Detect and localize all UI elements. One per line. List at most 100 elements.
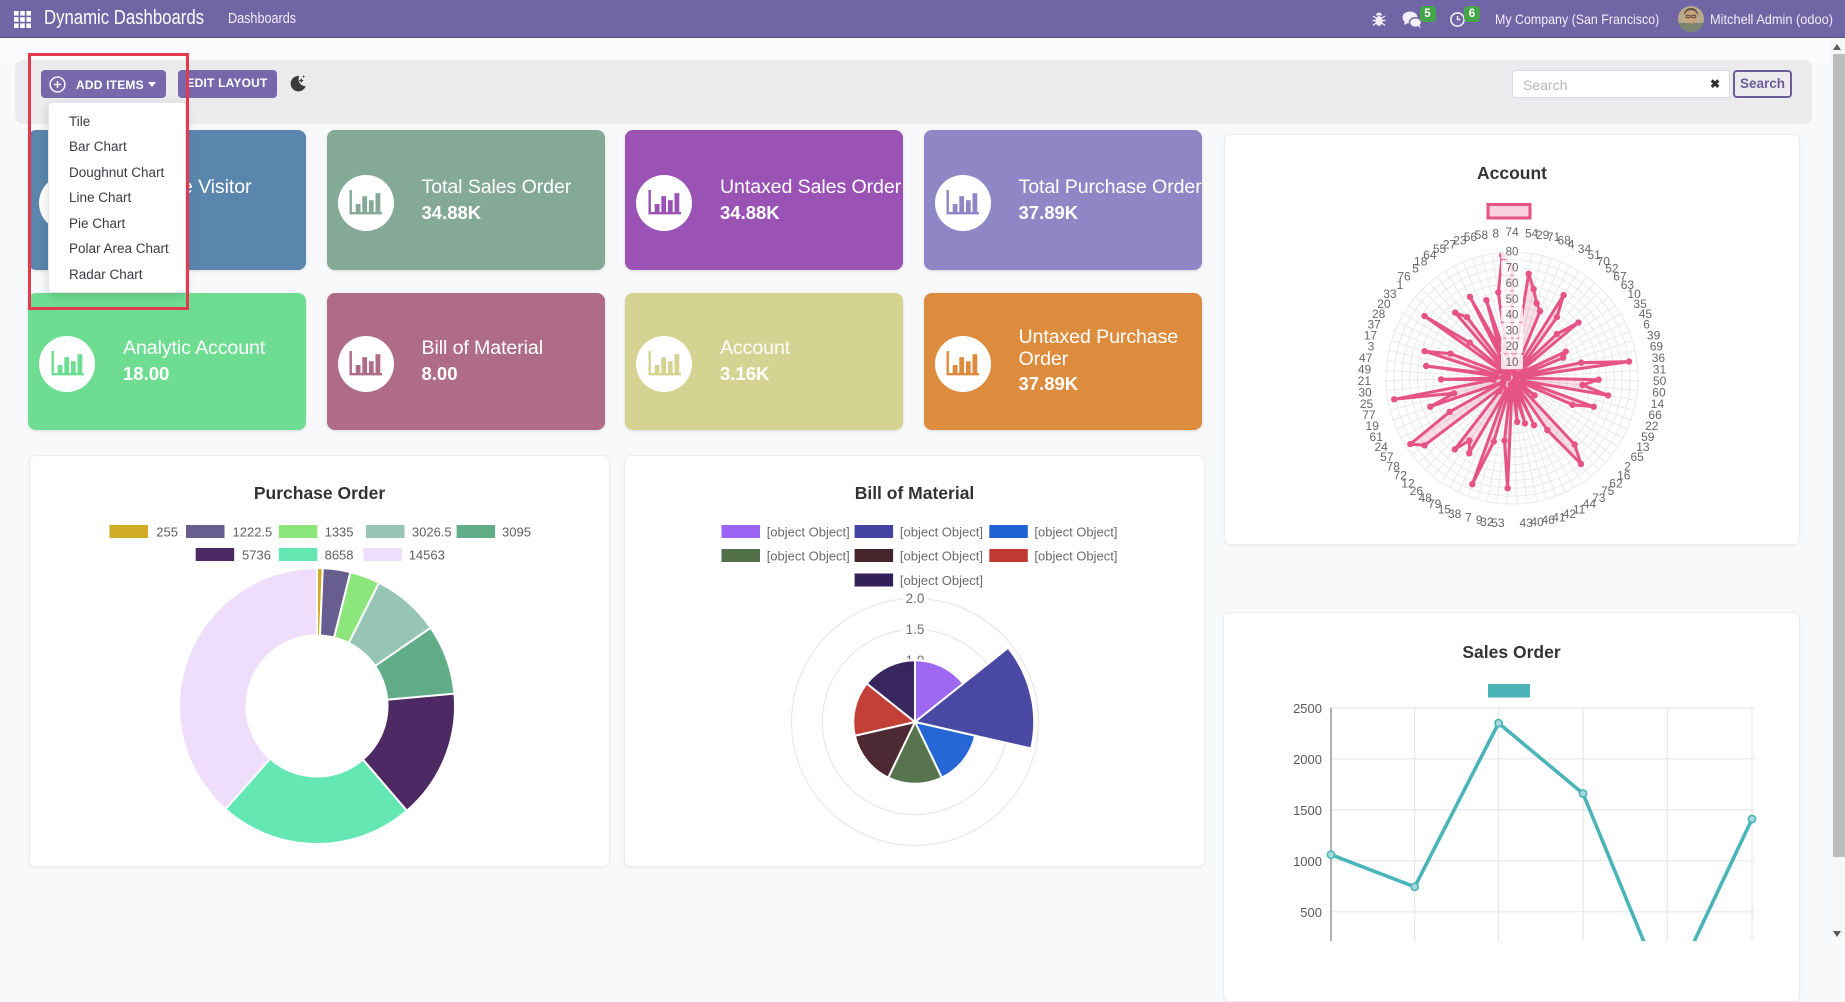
svg-text:74: 74: [1505, 225, 1519, 239]
svg-text:68: 68: [1558, 233, 1572, 247]
svg-text:255: 255: [156, 525, 178, 540]
svg-text:3: 3: [1368, 340, 1375, 354]
svg-text:79: 79: [1428, 497, 1442, 511]
svg-text:16: 16: [1617, 468, 1631, 482]
svg-text:7: 7: [1465, 510, 1472, 524]
svg-text:24: 24: [1374, 440, 1388, 454]
svg-text:6: 6: [1643, 318, 1650, 332]
svg-text:10: 10: [1506, 357, 1519, 369]
svg-text:53: 53: [1491, 516, 1505, 530]
svg-text:15: 15: [1438, 502, 1452, 516]
svg-text:48: 48: [1419, 491, 1433, 505]
svg-text:42: 42: [1563, 507, 1577, 521]
svg-text:52: 52: [1605, 262, 1619, 276]
svg-text:39: 39: [1647, 328, 1661, 342]
svg-text:58: 58: [1475, 228, 1489, 242]
svg-text:1.5: 1.5: [906, 622, 925, 637]
svg-text:31: 31: [1653, 362, 1667, 376]
svg-text:59: 59: [1641, 430, 1655, 444]
svg-text:54: 54: [1525, 227, 1539, 241]
svg-text:46: 46: [1542, 513, 1556, 527]
svg-text:67: 67: [1613, 270, 1627, 284]
svg-text:78: 78: [1387, 460, 1401, 474]
svg-text:34: 34: [1578, 242, 1592, 256]
svg-text:1000: 1000: [1293, 854, 1322, 869]
svg-text:14: 14: [1651, 397, 1665, 411]
svg-text:72: 72: [1394, 468, 1408, 482]
svg-text:77: 77: [1362, 408, 1376, 422]
svg-text:17: 17: [1364, 328, 1378, 342]
svg-text:20: 20: [1506, 341, 1519, 353]
svg-text:30: 30: [1358, 385, 1372, 399]
svg-text:32: 32: [1480, 515, 1494, 529]
svg-text:44: 44: [1583, 497, 1597, 511]
svg-text:1335: 1335: [325, 525, 354, 540]
svg-text:5: 5: [1412, 262, 1419, 276]
svg-text:60: 60: [1652, 385, 1666, 399]
svg-text:18: 18: [1414, 254, 1428, 268]
svg-text:8658: 8658: [325, 548, 354, 563]
svg-text:50: 50: [1653, 374, 1667, 388]
svg-text:69: 69: [1650, 340, 1664, 354]
svg-text:76: 76: [1397, 270, 1411, 284]
svg-text:51: 51: [1588, 248, 1602, 262]
svg-text:[object Object]: [object Object]: [900, 549, 983, 564]
svg-text:63: 63: [1621, 278, 1635, 292]
svg-text:70: 70: [1506, 262, 1519, 274]
svg-text:14563: 14563: [409, 548, 445, 563]
svg-text:41: 41: [1552, 510, 1566, 524]
svg-text:70: 70: [1597, 254, 1611, 268]
svg-text:10: 10: [1627, 287, 1641, 301]
svg-text:9: 9: [1476, 513, 1483, 527]
svg-text:35: 35: [1633, 297, 1647, 311]
svg-text:[object Object]: [object Object]: [1034, 525, 1117, 540]
svg-text:40: 40: [1531, 515, 1545, 529]
svg-text:65: 65: [1631, 450, 1645, 464]
svg-text:1500: 1500: [1293, 803, 1322, 818]
svg-text:36: 36: [1652, 351, 1666, 365]
svg-text:8: 8: [1492, 227, 1499, 241]
svg-text:2.0: 2.0: [906, 591, 925, 606]
svg-text:62: 62: [1609, 477, 1623, 491]
svg-text:61: 61: [1370, 430, 1384, 444]
svg-text:57: 57: [1380, 450, 1394, 464]
svg-text:33: 33: [1383, 287, 1397, 301]
svg-text:75: 75: [1601, 484, 1615, 498]
svg-text:29: 29: [1536, 228, 1550, 242]
svg-text:64: 64: [1423, 248, 1437, 262]
svg-text:38: 38: [1448, 507, 1462, 521]
svg-text:21: 21: [1358, 374, 1372, 388]
svg-text:[object Object]: [object Object]: [900, 525, 983, 540]
svg-text:3026.5: 3026.5: [412, 525, 452, 540]
svg-text:[object Object]: [object Object]: [767, 549, 850, 564]
svg-text:55: 55: [1433, 242, 1447, 256]
svg-text:2500: 2500: [1293, 701, 1322, 716]
svg-text:47: 47: [1359, 351, 1373, 365]
svg-text:73: 73: [1592, 491, 1606, 505]
svg-text:2: 2: [1624, 460, 1631, 474]
svg-text:5736: 5736: [242, 548, 271, 563]
svg-text:66: 66: [1648, 408, 1662, 422]
svg-text:23: 23: [1453, 233, 1467, 247]
svg-text:11: 11: [1573, 502, 1586, 516]
svg-text:60: 60: [1506, 278, 1519, 290]
svg-text:[object Object]: [object Object]: [1034, 549, 1117, 564]
svg-text:3095: 3095: [502, 525, 531, 540]
svg-text:43: 43: [1520, 516, 1534, 530]
svg-text:1: 1: [1397, 278, 1404, 292]
svg-text:56: 56: [1464, 230, 1478, 244]
svg-text:[object Object]: [object Object]: [900, 573, 983, 588]
svg-text:80: 80: [1506, 247, 1519, 259]
svg-text:28: 28: [1372, 307, 1386, 321]
svg-text:49: 49: [1358, 362, 1372, 376]
svg-text:2000: 2000: [1293, 752, 1322, 767]
svg-text:26: 26: [1410, 484, 1424, 498]
svg-text:1222.5: 1222.5: [233, 525, 273, 540]
svg-text:71: 71: [1547, 230, 1561, 244]
svg-text:13: 13: [1636, 440, 1650, 454]
svg-text:25: 25: [1360, 397, 1374, 411]
svg-text:45: 45: [1639, 307, 1653, 321]
svg-text:50: 50: [1506, 294, 1519, 306]
svg-text:40: 40: [1506, 310, 1519, 322]
svg-text:500: 500: [1300, 905, 1322, 920]
